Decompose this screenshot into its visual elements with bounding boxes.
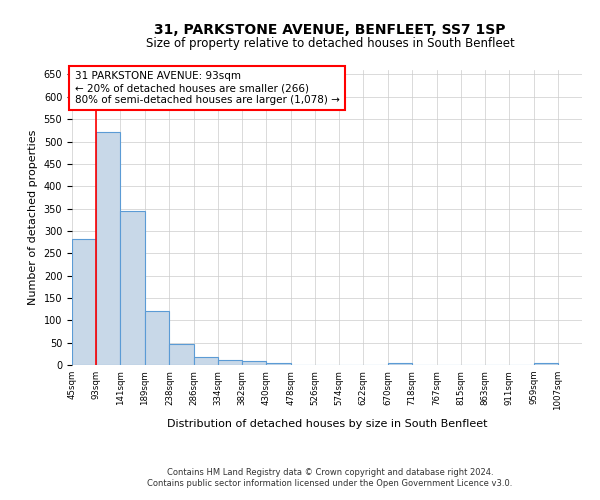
Bar	[266, 363, 290, 365]
Bar	[72, 238, 96, 365]
Text: Size of property relative to detached houses in South Benfleet: Size of property relative to detached ho…	[146, 38, 514, 51]
Bar	[242, 361, 266, 365]
Text: 31, PARKSTONE AVENUE, BENFLEET, SS7 1SP: 31, PARKSTONE AVENUE, BENFLEET, SS7 1SP	[154, 22, 506, 36]
Bar	[218, 360, 242, 365]
Text: Contains HM Land Registry data © Crown copyright and database right 2024.
Contai: Contains HM Land Registry data © Crown c…	[148, 468, 512, 487]
Y-axis label: Number of detached properties: Number of detached properties	[28, 130, 38, 305]
Bar	[121, 211, 145, 365]
Bar	[194, 358, 218, 365]
Bar	[169, 344, 194, 365]
Bar	[96, 132, 121, 365]
Bar	[145, 312, 169, 365]
Bar	[533, 363, 558, 365]
Text: 31 PARKSTONE AVENUE: 93sqm
← 20% of detached houses are smaller (266)
80% of sem: 31 PARKSTONE AVENUE: 93sqm ← 20% of deta…	[74, 72, 340, 104]
Bar	[388, 363, 412, 365]
X-axis label: Distribution of detached houses by size in South Benfleet: Distribution of detached houses by size …	[167, 418, 487, 428]
